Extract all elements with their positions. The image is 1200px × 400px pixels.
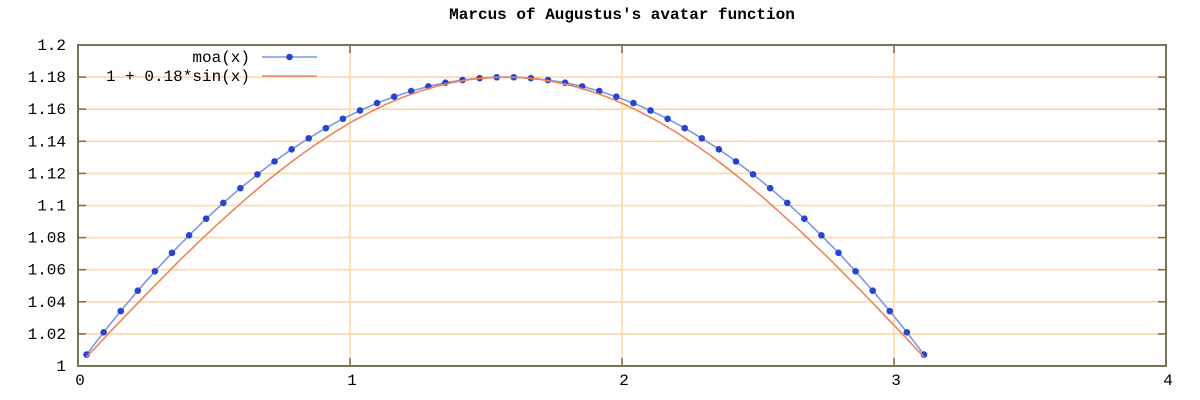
legend-label: 1 + 0.18*sin(x) — [106, 68, 250, 86]
data-point — [681, 124, 688, 132]
data-point — [886, 307, 894, 315]
data-point — [715, 146, 723, 153]
data-point — [732, 158, 740, 165]
y-tick-label: 1.2 — [37, 37, 66, 55]
chart-title: Marcus of Augustus's avatar function — [449, 6, 795, 24]
x-tick-label: 2 — [619, 372, 629, 390]
data-point — [117, 307, 125, 315]
x-tick-label: 1 — [347, 372, 357, 390]
data-point — [613, 93, 620, 100]
data-point — [852, 268, 859, 275]
data-point — [869, 287, 877, 295]
data-point — [630, 99, 637, 107]
data-point — [356, 107, 364, 114]
data-point — [766, 184, 774, 192]
data-point — [783, 199, 791, 207]
data-point — [835, 249, 842, 257]
data-point — [373, 99, 381, 107]
data-point — [407, 87, 415, 95]
data-point — [219, 199, 227, 207]
data-point — [595, 87, 603, 95]
y-tick-label: 1.12 — [28, 165, 66, 183]
y-tick-label: 1.16 — [28, 101, 66, 119]
y-tick-label: 1.02 — [28, 326, 66, 344]
data-point — [801, 215, 808, 222]
legend-sample-point — [286, 53, 293, 61]
data-point — [305, 134, 313, 142]
data-point — [271, 158, 278, 165]
data-point — [647, 107, 654, 114]
data-point — [339, 115, 347, 123]
y-tick-label: 1.18 — [28, 69, 66, 87]
y-tick-label: 1.14 — [28, 133, 66, 151]
data-point — [168, 249, 176, 257]
data-point — [185, 232, 193, 239]
legend-label: moa(x) — [192, 49, 250, 67]
y-tick-label: 1.04 — [28, 294, 66, 312]
data-point — [202, 215, 210, 222]
y-tick-label: 1 — [56, 358, 66, 376]
data-point — [664, 115, 671, 123]
x-tick-label: 4 — [1163, 372, 1173, 390]
data-point — [390, 93, 398, 100]
data-point — [288, 146, 295, 153]
data-point — [818, 232, 825, 239]
data-point — [151, 268, 159, 275]
data-point — [237, 184, 244, 192]
y-tick-label: 1.1 — [37, 198, 66, 216]
series-line-0 — [85, 76, 925, 356]
data-point — [254, 171, 261, 178]
x-tick-label: 0 — [75, 372, 85, 390]
x-tick-label: 3 — [891, 372, 901, 390]
data-point — [903, 328, 911, 336]
data-point — [322, 124, 330, 132]
data-point — [749, 171, 757, 178]
data-point — [698, 134, 706, 142]
series-line-1 — [85, 76, 925, 358]
y-tick-label: 1.08 — [28, 230, 66, 248]
y-tick-label: 1.06 — [28, 262, 66, 280]
data-point — [100, 328, 107, 336]
data-point — [134, 287, 142, 295]
